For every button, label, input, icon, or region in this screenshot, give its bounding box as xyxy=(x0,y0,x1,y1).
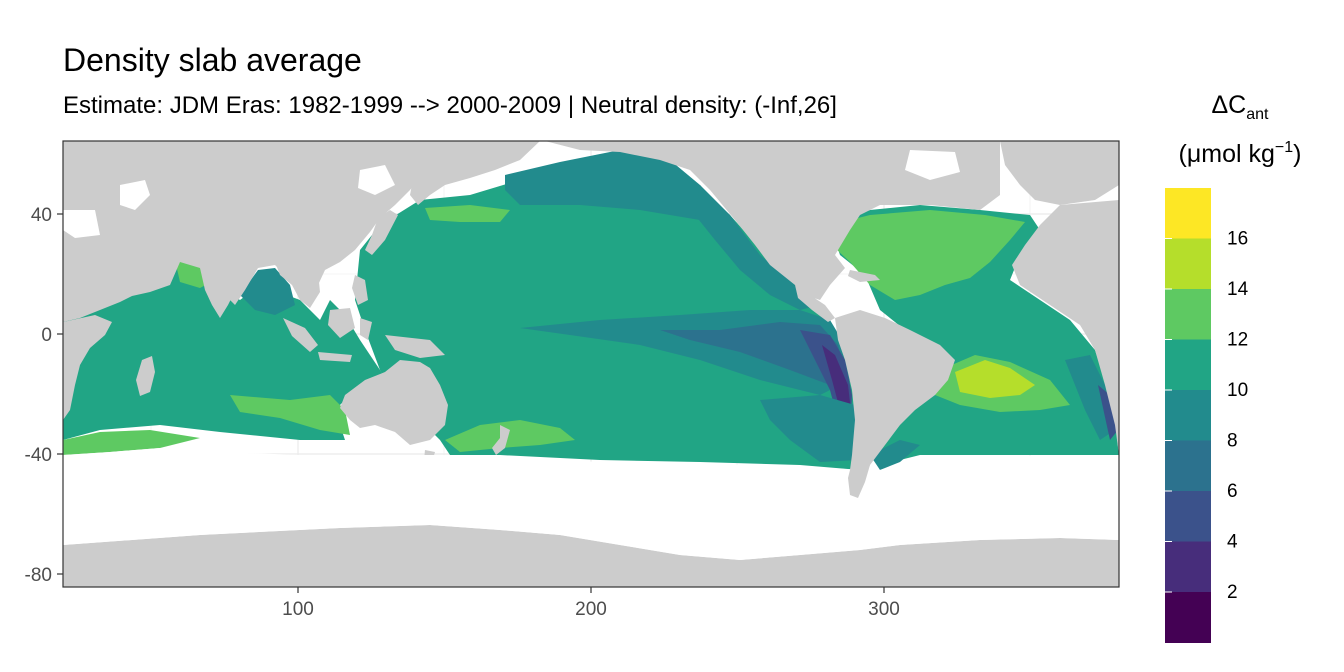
legend-unit-exponent: −1 xyxy=(1275,139,1293,156)
x-tick-label: 100 xyxy=(282,599,314,620)
y-tick-label: 40 xyxy=(31,205,52,226)
hudson-no-data xyxy=(905,150,960,180)
land-central-america xyxy=(795,285,835,322)
land-greenland xyxy=(1000,141,1119,205)
legend-colorbar xyxy=(1165,188,1211,643)
legend-swatch xyxy=(1165,491,1211,542)
land-new-zealand xyxy=(492,425,510,455)
land-masses xyxy=(63,141,1119,587)
land-japan xyxy=(365,210,398,255)
benguela-coastal-field xyxy=(1098,385,1118,440)
southeast-pacific-band xyxy=(760,395,858,462)
legend-swatch xyxy=(1165,289,1211,340)
land-philippines xyxy=(352,275,368,305)
land-indochina xyxy=(275,262,320,308)
legend-break-label: 6 xyxy=(1227,481,1238,502)
land-south-america xyxy=(835,310,955,498)
legend-break-label: 4 xyxy=(1227,532,1238,553)
land-antarctica xyxy=(63,525,1119,587)
legend-break-labels: 16 14 12 10 8 6 4 2 xyxy=(1165,229,1249,603)
brazil-confluence-field xyxy=(870,440,920,470)
northeast-pacific-field xyxy=(695,185,820,310)
land-south-america-tip xyxy=(848,462,870,498)
legend-swatch xyxy=(1165,339,1211,391)
southwest-indian-band xyxy=(63,430,200,455)
legend: ΔCant (μmol kg−1) 16 14 12 10 8 6 4 2 xyxy=(1165,91,1301,643)
legend-break-label: 12 xyxy=(1227,330,1248,351)
south-atlantic-maximum-field xyxy=(955,360,1035,398)
x-tick-label: 200 xyxy=(575,599,607,620)
indian-ocean-field xyxy=(63,262,395,440)
land-north-america xyxy=(545,141,1000,300)
map-title: Density slab average xyxy=(63,42,362,78)
legend-break-label: 16 xyxy=(1227,229,1248,250)
land-madagascar xyxy=(136,356,155,396)
south-indian-band xyxy=(230,395,350,435)
kuroshio-band xyxy=(425,205,510,222)
land-java xyxy=(318,352,352,362)
north-atlantic-subtropical-field xyxy=(830,210,1025,300)
map-subtitle: Estimate: JDM Eras: 1982-1999 --> 2000-2… xyxy=(63,92,837,119)
land-horn-of-africa xyxy=(63,315,112,420)
legend-unit-prefix: (μmol kg xyxy=(1179,140,1275,168)
bay-of-bengal-field xyxy=(240,268,295,315)
legend-unit-suffix: ) xyxy=(1293,140,1301,168)
legend-break-label: 10 xyxy=(1227,380,1248,401)
legend-swatch xyxy=(1165,238,1211,290)
land-africa-eurasia-west xyxy=(63,141,430,322)
caspian-no-data xyxy=(120,180,150,210)
arctic-no-data xyxy=(63,210,100,238)
land-australia xyxy=(340,360,448,445)
land-new-guinea xyxy=(385,335,445,358)
legend-break-label: 8 xyxy=(1227,431,1238,452)
legend-break-label: 14 xyxy=(1227,279,1249,300)
y-tick-label: -40 xyxy=(25,445,52,466)
x-tick-label: 300 xyxy=(868,599,900,620)
land-sulawesi xyxy=(360,318,372,340)
map-panel xyxy=(63,141,1119,587)
y-tick-label: -80 xyxy=(25,565,52,586)
land-borneo xyxy=(328,308,355,338)
legend-title: ΔCant xyxy=(1211,91,1269,123)
land-india xyxy=(200,262,238,318)
legend-title-symbol: ΔC xyxy=(1211,91,1246,119)
land-east-asia xyxy=(410,141,540,205)
legend-swatch xyxy=(1165,592,1211,643)
land-sumatra xyxy=(283,318,318,352)
legend-break-label: 2 xyxy=(1227,582,1238,603)
south-pacific-band xyxy=(445,420,575,452)
legend-title-subscript: ant xyxy=(1246,106,1269,123)
legend-swatch xyxy=(1165,440,1211,492)
legend-unit: (μmol kg−1) xyxy=(1179,139,1302,168)
east-asia-no-data xyxy=(358,165,395,195)
legend-swatch xyxy=(1165,541,1211,593)
land-caribbean xyxy=(848,270,880,282)
legend-swatch xyxy=(1165,390,1211,441)
north-pacific-subpolar-field xyxy=(505,150,720,220)
axis-ticks xyxy=(57,213,885,593)
inland-no-data xyxy=(63,150,960,238)
y-tick-label: 0 xyxy=(41,325,52,346)
eastern-pacific-deep-tongue xyxy=(660,322,845,385)
legend-swatch xyxy=(1165,188,1211,239)
land-europe-west xyxy=(1012,200,1119,455)
benguela-field xyxy=(1065,355,1115,440)
